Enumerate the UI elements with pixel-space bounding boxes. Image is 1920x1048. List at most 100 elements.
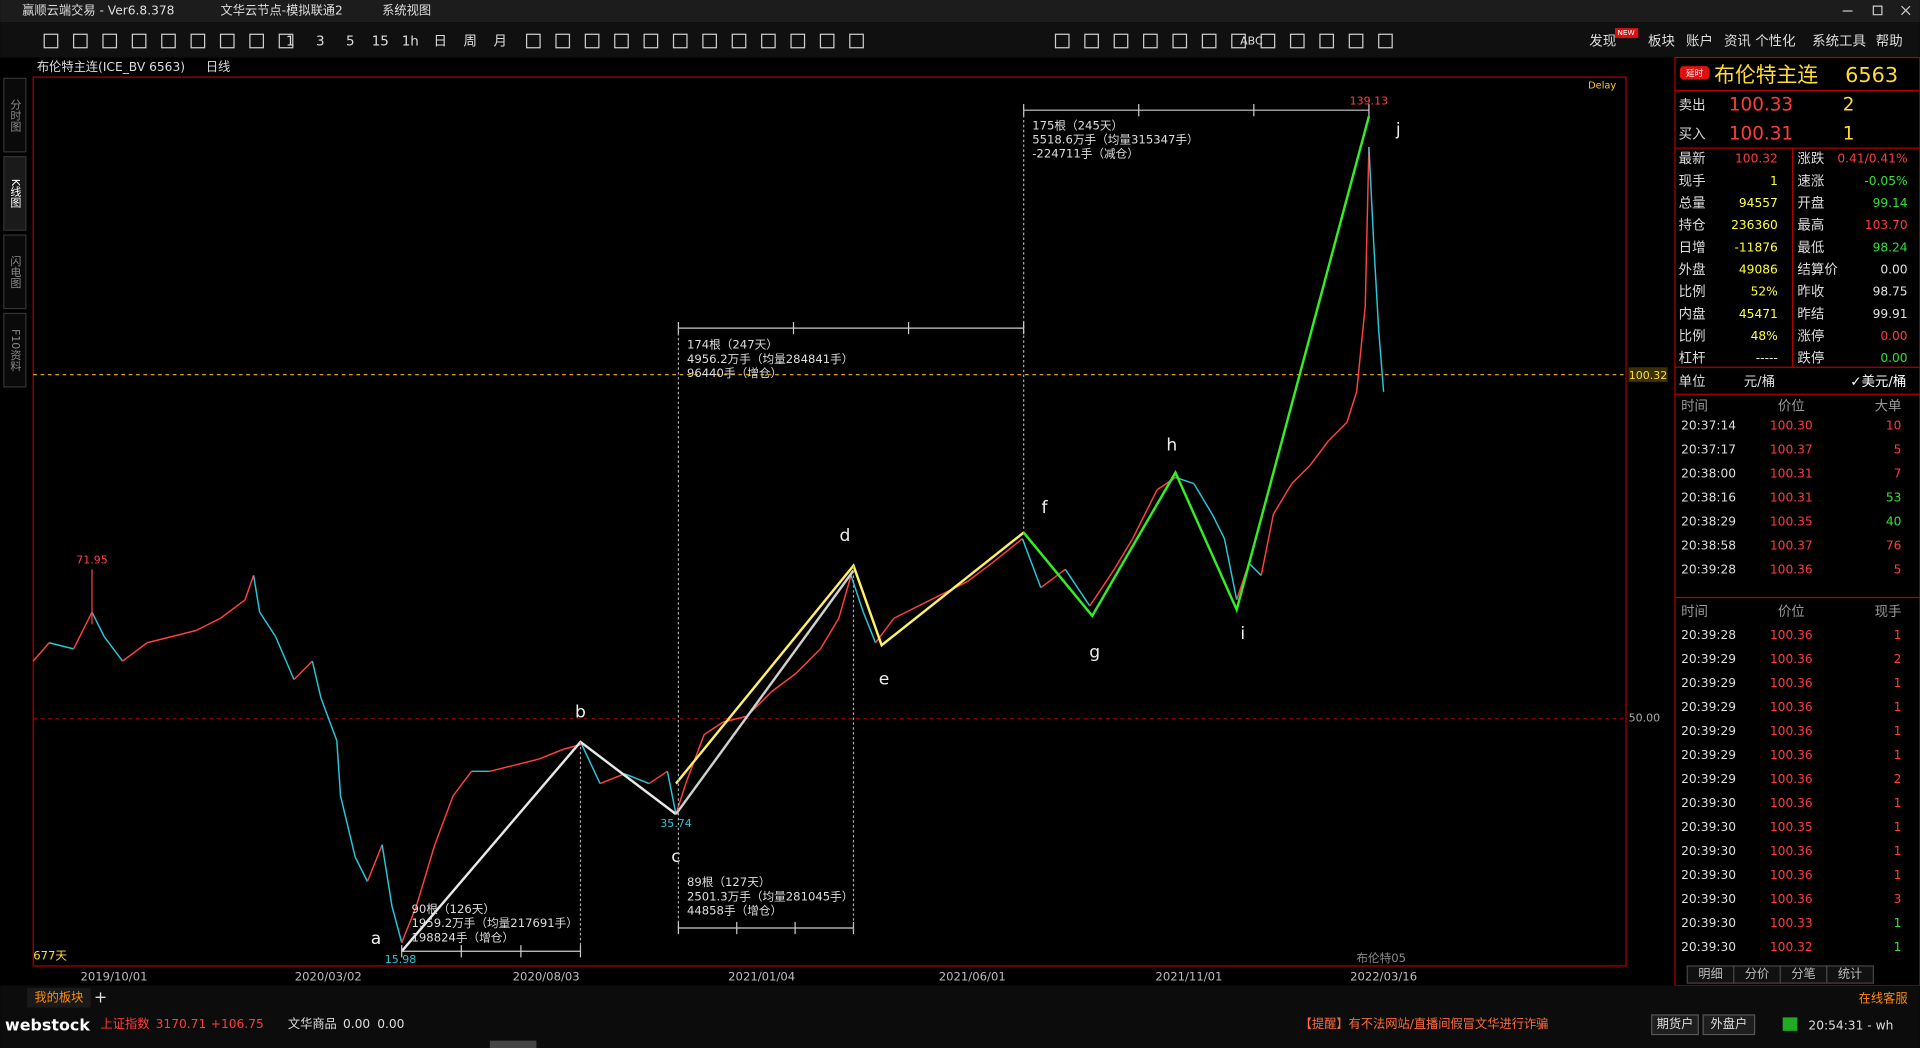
add-tab[interactable]: + [94, 987, 107, 1006]
period-button[interactable]: 周 [464, 35, 477, 50]
menu-item[interactable]: 发现 [1589, 34, 1616, 50]
menu-item[interactable]: 资讯 [1724, 34, 1751, 50]
panel-tab-label[interactable]: 明细 [1698, 967, 1722, 981]
tool-icon[interactable] [1260, 33, 1276, 49]
tool-icon[interactable] [1289, 33, 1305, 49]
period-button[interactable]: 月 [494, 35, 507, 50]
side-tab[interactable] [3, 234, 27, 310]
table-header: 现手 [1875, 604, 1902, 620]
account-button[interactable]: 期货户 [1657, 1016, 1694, 1031]
span-label: 677天 [33, 949, 67, 963]
table-cell: 100.36 [1770, 700, 1813, 714]
tool-icon[interactable] [643, 33, 659, 49]
table-cell: 100.31 [1770, 491, 1813, 505]
menu-item[interactable]: 板块 [1648, 34, 1675, 50]
tool-icon[interactable] [525, 33, 541, 49]
period-button[interactable]: 15 [372, 35, 389, 50]
table-cell: 100.36 [1770, 844, 1813, 858]
tool-icon[interactable] [1319, 33, 1335, 49]
panel-tab[interactable] [1826, 965, 1874, 984]
tool-abc[interactable]: ABC [1240, 35, 1263, 48]
tool-icon[interactable] [1231, 33, 1246, 49]
tool-icon[interactable] [102, 33, 118, 49]
tool-icon[interactable] [1201, 33, 1217, 49]
table-cell: 100.37 [1770, 443, 1813, 457]
period-button[interactable]: 1 [286, 35, 295, 50]
quote-value: 236360 [1731, 218, 1778, 232]
quote-label: 比例 [1679, 284, 1706, 300]
quote-label: 昨结 [1797, 306, 1824, 322]
tool-icon[interactable] [702, 33, 717, 49]
x-axis-label: 2022/03/16 [1350, 969, 1417, 983]
tool-icon[interactable] [1378, 33, 1393, 49]
window-button[interactable] [1872, 5, 1883, 16]
quote-value: 99.14 [1873, 196, 1908, 210]
my-block-tab[interactable]: 我的板块 [34, 989, 83, 1004]
period-button[interactable]: 5 [346, 35, 355, 50]
account-button[interactable]: 外盘户 [1711, 1016, 1748, 1031]
side-tab-label[interactable]: F10资料 [9, 329, 22, 372]
menu-item[interactable]: 个性化 [1755, 34, 1795, 50]
tool-icon[interactable] [131, 33, 147, 49]
tool-icon[interactable] [761, 33, 776, 49]
panel-tab-label[interactable]: 分价 [1745, 967, 1769, 981]
table-header: 价位 [1778, 398, 1805, 414]
wave-label: j [1395, 120, 1401, 140]
tool-icon[interactable] [278, 33, 294, 49]
notice[interactable]: 【提醒】有不法网站/直播间假冒文华进行诈骗 [1300, 1016, 1549, 1031]
tool-icon[interactable] [190, 33, 206, 49]
table-cell: 20:39:30 [1681, 844, 1736, 858]
tool-icon[interactable] [72, 33, 88, 49]
panel-tab-label[interactable]: 统计 [1838, 967, 1862, 981]
tool-icon[interactable] [1172, 33, 1188, 49]
service-link[interactable]: 在线客服 [1859, 991, 1908, 1006]
menu-item[interactable]: 帮助 [1876, 34, 1903, 50]
side-tab-label[interactable]: 闪电图 [9, 254, 22, 289]
side-tab[interactable] [3, 156, 27, 231]
tool-icon[interactable] [1143, 33, 1158, 49]
unit-option[interactable]: ✓美元/桶 [1850, 374, 1906, 390]
tool-icon[interactable] [1084, 33, 1099, 49]
price-segment [1113, 538, 1134, 570]
menu-item[interactable]: 账户 [1686, 33, 1713, 50]
tool-icon[interactable] [1054, 33, 1070, 49]
tool-icon[interactable] [161, 33, 176, 49]
price-segment [252, 575, 261, 613]
tool-icon[interactable] [1113, 33, 1129, 49]
btn-bg[interactable] [1702, 1014, 1756, 1036]
price-segment [122, 642, 148, 662]
panel-tab-label[interactable]: 分笔 [1791, 966, 1815, 981]
quote-label: 跌停 [1797, 350, 1824, 367]
quote-value: 45471 [1739, 307, 1778, 321]
toolbar [0, 22, 1920, 58]
table-header: 价位 [1778, 604, 1805, 620]
table-cell: 20:39:29 [1681, 724, 1736, 738]
side-tab-label[interactable]: K线图 [9, 179, 22, 209]
side-tab[interactable] [3, 312, 27, 388]
tool-icon[interactable] [1348, 33, 1364, 49]
period-button[interactable]: 3 [316, 35, 325, 50]
tool-icon[interactable] [731, 33, 747, 49]
side-tab[interactable] [3, 77, 27, 153]
chart-period[interactable]: 日线 [206, 60, 230, 74]
table-cell: 2 [1894, 772, 1902, 786]
tool-icon[interactable] [219, 33, 235, 49]
menu-item[interactable]: 系统工具 [1812, 34, 1866, 50]
tool-icon[interactable] [672, 33, 688, 49]
period-button[interactable]: 日 [434, 35, 447, 50]
tool-icon[interactable] [849, 33, 864, 49]
wave-label: b [575, 703, 586, 723]
tool-icon[interactable] [790, 33, 806, 49]
btn-bg[interactable] [1651, 1014, 1699, 1036]
tool-icon[interactable] [43, 33, 59, 49]
unit-option[interactable]: 元/桶 [1744, 374, 1775, 390]
window-button[interactable] [1901, 5, 1911, 16]
tool-icon[interactable] [819, 33, 835, 49]
period-button[interactable]: 1h [402, 35, 419, 50]
tool-icon[interactable] [614, 33, 629, 49]
tool-icon[interactable] [555, 33, 571, 49]
tool-icon[interactable] [584, 33, 600, 49]
tool-icon[interactable] [249, 33, 264, 49]
side-tab-label[interactable]: 分时图 [9, 98, 22, 132]
